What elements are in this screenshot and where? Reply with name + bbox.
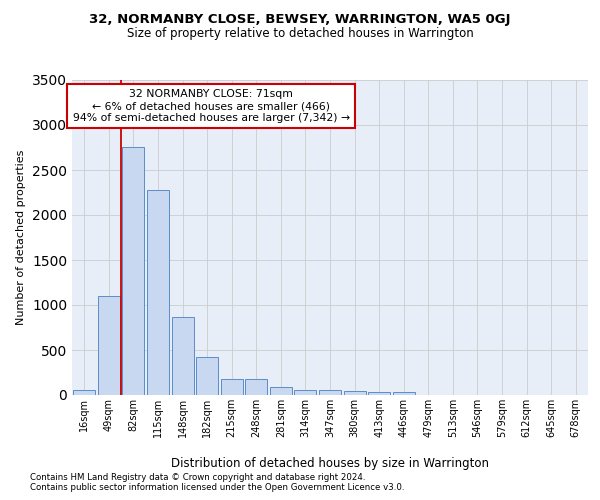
Bar [270, 387, 292, 395]
Bar [196, 357, 218, 395]
Bar [73, 390, 95, 395]
Text: 32, NORMANBY CLOSE, BEWSEY, WARRINGTON, WA5 0GJ: 32, NORMANBY CLOSE, BEWSEY, WARRINGTON, … [89, 12, 511, 26]
Bar [172, 316, 194, 395]
Y-axis label: Number of detached properties: Number of detached properties [16, 150, 26, 325]
Bar [344, 390, 365, 395]
Text: 32 NORMANBY CLOSE: 71sqm
← 6% of detached houses are smaller (466)
94% of semi-d: 32 NORMANBY CLOSE: 71sqm ← 6% of detache… [73, 90, 350, 122]
Text: Contains HM Land Registry data © Crown copyright and database right 2024.: Contains HM Land Registry data © Crown c… [30, 472, 365, 482]
Text: Distribution of detached houses by size in Warrington: Distribution of detached houses by size … [171, 458, 489, 470]
Bar [98, 296, 120, 395]
Bar [368, 392, 390, 395]
Text: Size of property relative to detached houses in Warrington: Size of property relative to detached ho… [127, 28, 473, 40]
Text: Contains public sector information licensed under the Open Government Licence v3: Contains public sector information licen… [30, 484, 404, 492]
Bar [295, 390, 316, 395]
Bar [392, 392, 415, 395]
Bar [319, 390, 341, 395]
Bar [147, 190, 169, 395]
Bar [245, 379, 268, 395]
Bar [221, 379, 243, 395]
Bar [122, 148, 145, 395]
